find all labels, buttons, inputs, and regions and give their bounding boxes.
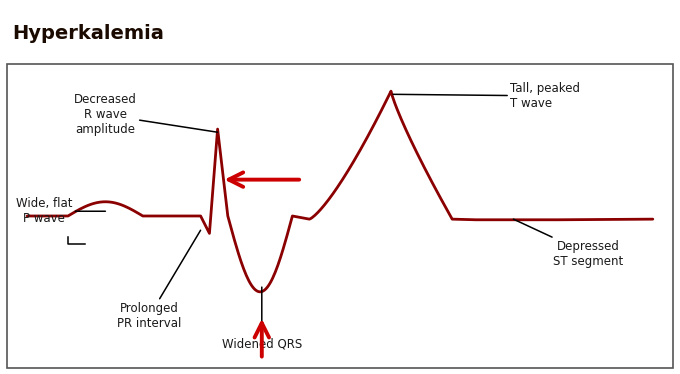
Text: Prolonged
PR interval: Prolonged PR interval — [118, 230, 201, 329]
Text: Hyperkalemia: Hyperkalemia — [12, 24, 164, 43]
Text: Widened QRS: Widened QRS — [222, 287, 302, 350]
Text: Tall, peaked
T wave: Tall, peaked T wave — [393, 82, 580, 110]
Text: Wide, flat
P wave: Wide, flat P wave — [16, 197, 105, 225]
Text: Depressed
ST segment: Depressed ST segment — [513, 219, 624, 268]
Text: Decreased
R wave
amplitude: Decreased R wave amplitude — [74, 94, 218, 137]
